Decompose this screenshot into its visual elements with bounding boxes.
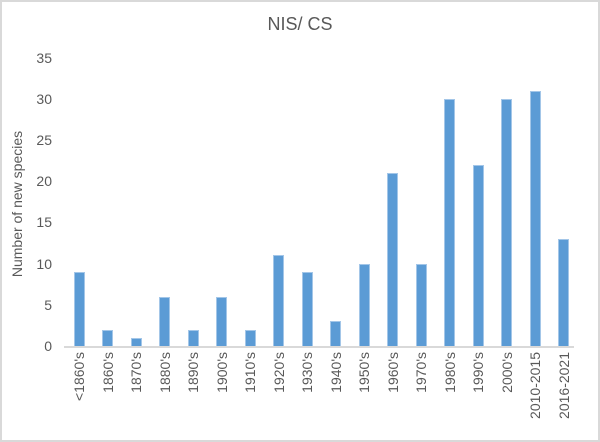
bar (387, 172, 398, 346)
x-tick-label: 1890's (185, 352, 201, 393)
y-tick-label: 15 (36, 214, 52, 231)
x-tick-label: 2010-2015 (527, 352, 543, 419)
x-tick-label: 2016-2021 (555, 352, 572, 419)
bar (558, 238, 569, 346)
x-tick-label: 1940's (327, 352, 344, 393)
x-tick-label: 1900's (213, 352, 230, 393)
x-tick-label: 1980's (441, 352, 458, 393)
bar (102, 329, 113, 346)
x-tick-label: 1950's (356, 352, 372, 393)
x-tick-label: 1960's (384, 352, 401, 393)
bar (187, 329, 199, 346)
bar (130, 337, 142, 346)
x-tick-label: 1880's (156, 352, 173, 393)
y-tick-label: 10 (36, 255, 52, 272)
x-tick-label: 1970's (413, 352, 429, 393)
x-tick-label: 1990's (470, 352, 486, 393)
y-tick-label: 35 (36, 49, 52, 66)
y-tick-label: 5 (44, 296, 52, 313)
bar (216, 296, 227, 346)
bar (358, 263, 370, 346)
bar (301, 271, 313, 346)
x-tick-label: 1860's (99, 352, 116, 393)
y-tick-label: 30 (36, 90, 52, 107)
bar (501, 98, 512, 346)
bar (159, 296, 170, 346)
bar (415, 263, 427, 346)
bar (73, 271, 85, 346)
bar (330, 321, 341, 346)
bar (273, 255, 284, 346)
bar (244, 329, 256, 346)
bar (472, 164, 484, 346)
x-tick-label: 1920's (270, 352, 287, 393)
bar (444, 98, 455, 346)
bar (529, 90, 541, 346)
y-tick-label: 20 (36, 173, 52, 190)
chart-title: NIS/ CS (267, 14, 333, 34)
y-tick-label: 0 (44, 338, 52, 354)
y-tick-label: 25 (36, 132, 52, 148)
x-tick-label: <1860's (71, 352, 87, 401)
x-tick-label: 1910's (242, 352, 258, 393)
x-tick-label: 1870's (128, 352, 144, 393)
x-axis-line (64, 346, 574, 348)
x-tick-label: 1930's (299, 352, 315, 393)
x-tick-label: 2000's (498, 352, 515, 393)
